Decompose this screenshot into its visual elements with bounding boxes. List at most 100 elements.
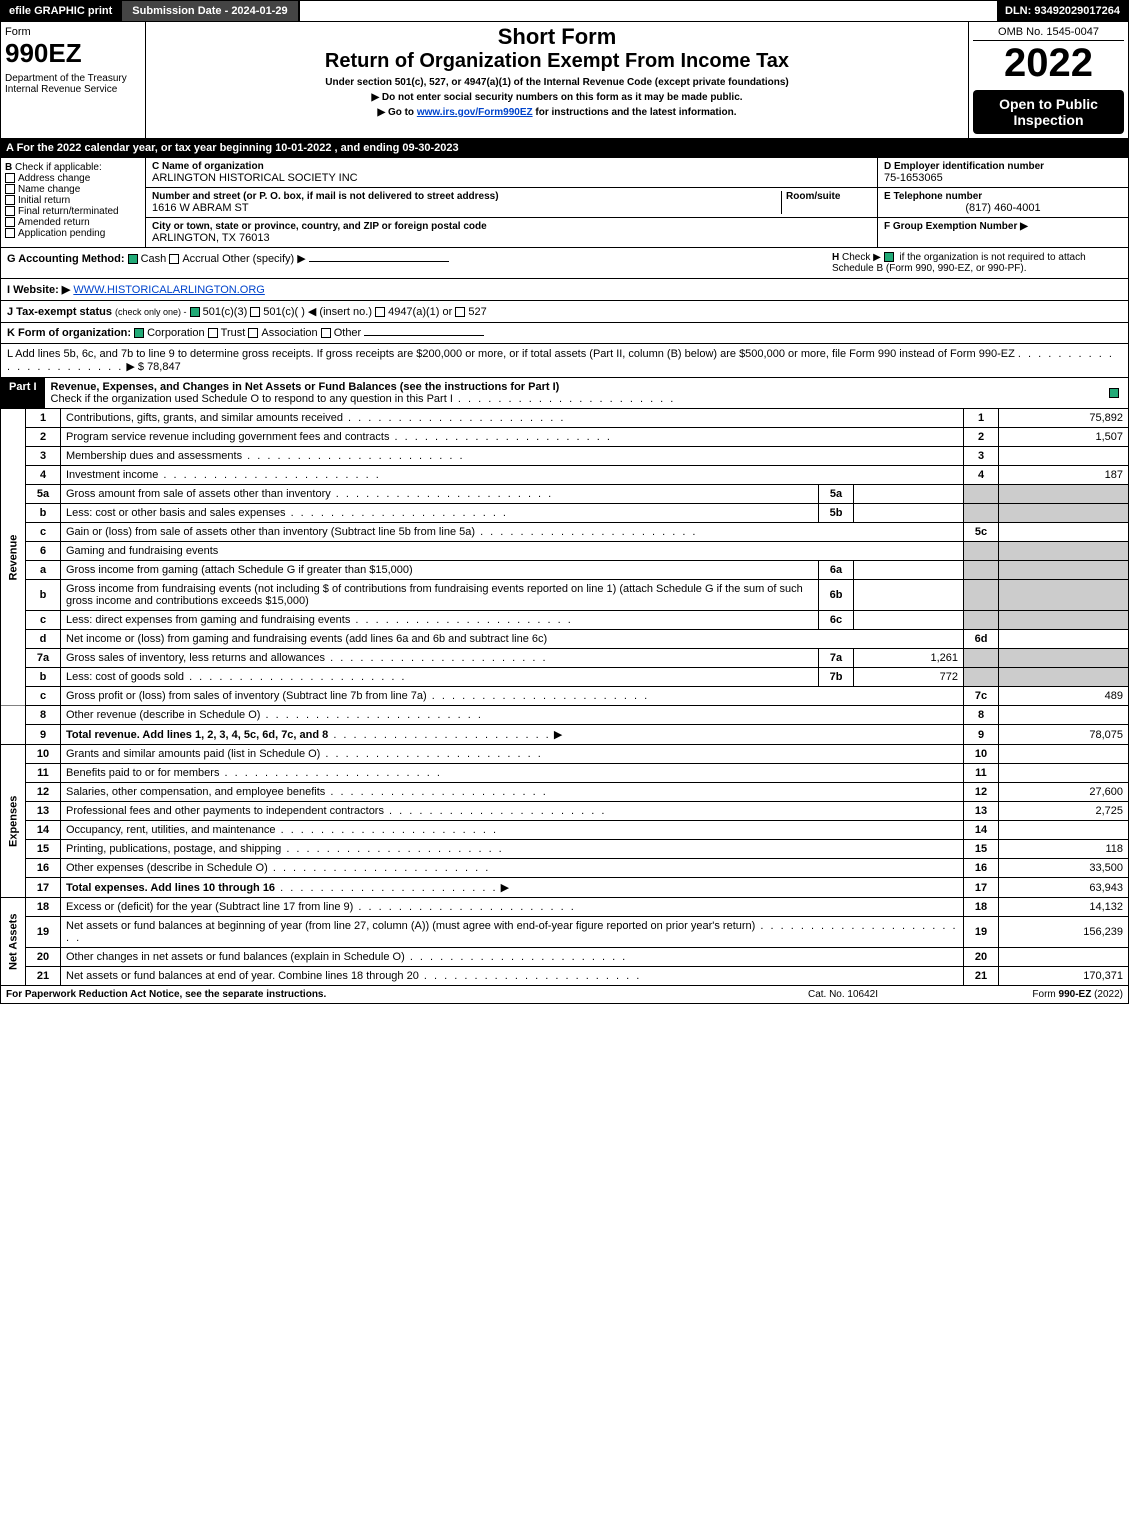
line-6a-value xyxy=(854,561,964,580)
line-6d-value xyxy=(999,630,1129,649)
checkbox-cash[interactable] xyxy=(128,254,138,264)
tax-year: 2022 xyxy=(973,41,1124,86)
paperwork-notice: For Paperwork Reduction Act Notice, see … xyxy=(6,989,743,1000)
line-7a-value: 1,261 xyxy=(854,649,964,668)
submission-date-label: Submission Date - 2024-01-29 xyxy=(120,1,299,21)
line-12-value: 27,600 xyxy=(999,783,1129,802)
line-7b-value: 772 xyxy=(854,668,964,687)
checkbox-address-change[interactable] xyxy=(5,173,15,183)
subtitle: Under section 501(c), 527, or 4947(a)(1)… xyxy=(152,77,962,88)
sections-b-through-f: B Check if applicable: Address change Na… xyxy=(0,158,1129,248)
sections-d-e-f: D Employer identification number 75-1653… xyxy=(878,158,1128,247)
section-b: B Check if applicable: Address change Na… xyxy=(1,158,146,247)
main-title: Return of Organization Exempt From Incom… xyxy=(152,50,962,73)
section-c: C Name of organization ARLINGTON HISTORI… xyxy=(146,158,878,247)
line-18-value: 14,132 xyxy=(999,898,1129,917)
line-21-value: 170,371 xyxy=(999,967,1129,986)
checkbox-corporation[interactable] xyxy=(134,328,144,338)
irs-link[interactable]: www.irs.gov/Form990EZ xyxy=(417,107,533,118)
checkbox-other-org[interactable] xyxy=(321,328,331,338)
checkbox-association[interactable] xyxy=(248,328,258,338)
checkbox-schedule-o-part1[interactable] xyxy=(1109,388,1119,398)
checkbox-application-pending[interactable] xyxy=(5,228,15,238)
checkbox-schedule-b[interactable] xyxy=(884,252,894,262)
city-value: ARLINGTON, TX 76013 xyxy=(152,232,871,244)
part-1-badge: Part I xyxy=(1,378,45,408)
accounting-method-label: G Accounting Method: xyxy=(7,253,125,265)
section-k-form-org: K Form of organization: Corporation Trus… xyxy=(0,323,1129,344)
gross-receipts-value: 78,847 xyxy=(147,361,181,373)
phone-label: E Telephone number xyxy=(884,191,1122,202)
website-link[interactable]: WWW.HISTORICALARLINGTON.ORG xyxy=(73,284,265,296)
line-16-value: 33,500 xyxy=(999,859,1129,878)
line-17-value: 63,943 xyxy=(999,878,1129,898)
street-label: Number and street (or P. O. box, if mail… xyxy=(152,191,781,202)
org-name-value: ARLINGTON HISTORICAL SOCIETY INC xyxy=(152,172,871,184)
checkbox-501c[interactable] xyxy=(250,307,260,317)
line-9-value: 78,075 xyxy=(999,725,1129,745)
line-6c-value xyxy=(854,611,964,630)
form-header: Form 990EZ Department of the Treasury In… xyxy=(0,22,1129,139)
other-specify-input[interactable] xyxy=(309,261,449,262)
phone-value: (817) 460-4001 xyxy=(884,202,1122,214)
top-bar: efile GRAPHIC print Submission Date - 20… xyxy=(0,0,1129,22)
room-label: Room/suite xyxy=(786,191,871,202)
checkbox-initial-return[interactable] xyxy=(5,195,15,205)
line-5c-value xyxy=(999,523,1129,542)
checkbox-name-change[interactable] xyxy=(5,184,15,194)
short-form-title: Short Form xyxy=(152,24,962,50)
section-j-tax-exempt: J Tax-exempt status (check only one) - 5… xyxy=(0,301,1129,323)
checkbox-accrual[interactable] xyxy=(169,254,179,264)
section-l-gross-receipts: L Add lines 5b, 6c, and 7b to line 9 to … xyxy=(0,344,1129,378)
line-5b-value xyxy=(854,504,964,523)
line-11-value xyxy=(999,764,1129,783)
other-org-input[interactable] xyxy=(364,335,484,336)
line-1-value: 75,892 xyxy=(999,409,1129,428)
line-19-value: 156,239 xyxy=(999,917,1129,948)
checkbox-amended-return[interactable] xyxy=(5,217,15,227)
line-13-value: 2,725 xyxy=(999,802,1129,821)
org-name-label: C Name of organization xyxy=(152,161,871,172)
instruction-1: ▶ Do not enter social security numbers o… xyxy=(152,92,962,103)
line-6b-value xyxy=(854,580,964,611)
section-a-tax-year: A For the 2022 calendar year, or tax yea… xyxy=(0,139,1129,158)
form-footer-label: Form 990-EZ (2022) xyxy=(943,989,1123,1000)
form-word: Form xyxy=(5,26,141,38)
net-assets-side-label: Net Assets xyxy=(1,898,26,986)
line-2-value: 1,507 xyxy=(999,428,1129,447)
part-1-line-table: Revenue 1 Contributions, gifts, grants, … xyxy=(0,409,1129,986)
line-14-value xyxy=(999,821,1129,840)
instruction-2: ▶ Go to www.irs.gov/Form990EZ for instru… xyxy=(152,107,962,118)
checkbox-final-return[interactable] xyxy=(5,206,15,216)
checkbox-4947a1[interactable] xyxy=(375,307,385,317)
group-exemption-label: F Group Exemption Number ▶ xyxy=(884,221,1122,232)
dln-label: DLN: 93492029017264 xyxy=(997,1,1128,21)
checkbox-527[interactable] xyxy=(455,307,465,317)
street-value: 1616 W ABRAM ST xyxy=(152,202,781,214)
ein-value: 75-1653065 xyxy=(884,172,1122,184)
omb-number: OMB No. 1545-0047 xyxy=(973,26,1124,41)
expenses-side-label: Expenses xyxy=(1,745,26,898)
part-1-title: Revenue, Expenses, and Changes in Net As… xyxy=(51,381,560,393)
revenue-side-label: Revenue xyxy=(1,409,26,706)
line-3-value xyxy=(999,447,1129,466)
section-h-label: H xyxy=(832,252,839,263)
line-7c-value: 489 xyxy=(999,687,1129,706)
line-15-value: 118 xyxy=(999,840,1129,859)
part-1-header-row: Part I Revenue, Expenses, and Changes in… xyxy=(0,378,1129,409)
checkbox-501c3[interactable] xyxy=(190,307,200,317)
line-20-value xyxy=(999,948,1129,967)
line-8-value xyxy=(999,706,1129,725)
efile-print-label[interactable]: efile GRAPHIC print xyxy=(1,1,120,21)
sections-g-h: G Accounting Method: Cash Accrual Other … xyxy=(0,248,1129,279)
dept-label: Department of the Treasury Internal Reve… xyxy=(5,73,141,95)
line-4-value: 187 xyxy=(999,466,1129,485)
section-i-website: I Website: ▶ WWW.HISTORICALARLINGTON.ORG xyxy=(0,279,1129,301)
page-footer: For Paperwork Reduction Act Notice, see … xyxy=(0,986,1129,1004)
form-number: 990EZ xyxy=(5,38,141,69)
city-label: City or town, state or province, country… xyxy=(152,221,871,232)
catalog-number: Cat. No. 10642I xyxy=(743,989,943,1000)
checkbox-trust[interactable] xyxy=(208,328,218,338)
open-public-badge: Open to Public Inspection xyxy=(973,90,1124,134)
line-10-value xyxy=(999,745,1129,764)
